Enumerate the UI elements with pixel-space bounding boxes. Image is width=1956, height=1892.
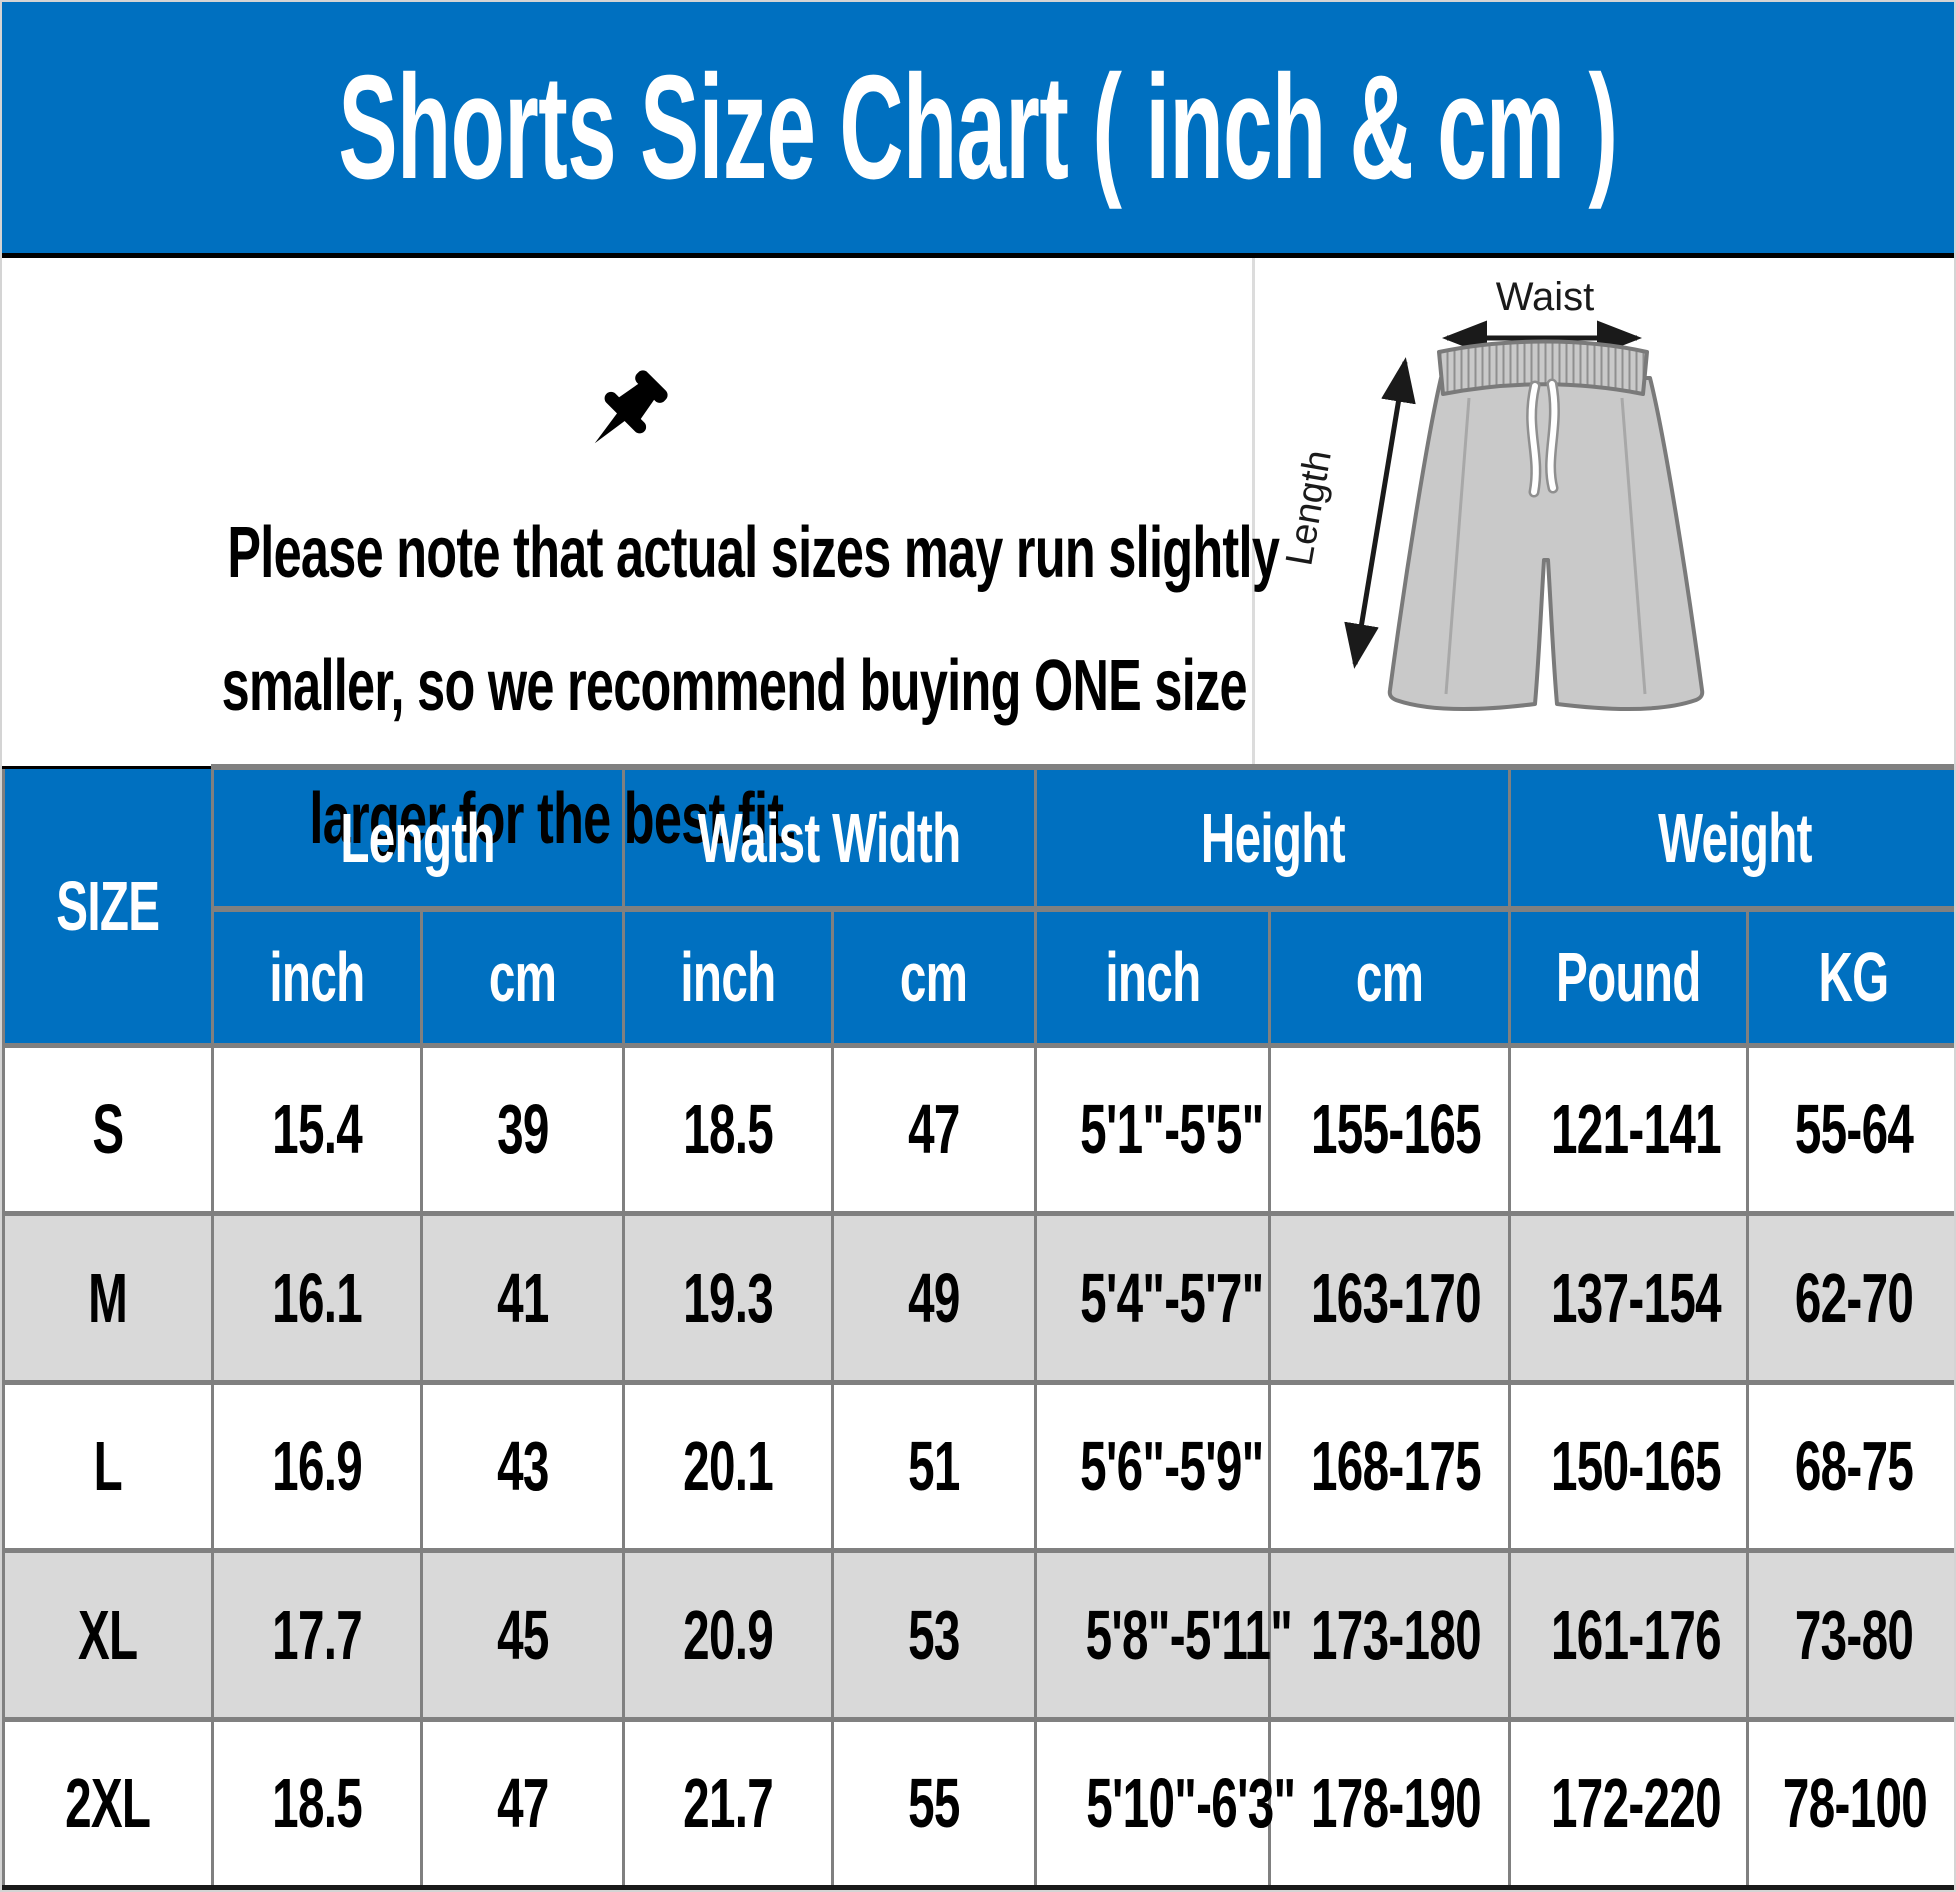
length-label: Length (1278, 447, 1340, 569)
table-cell: 47 (420, 1716, 625, 1890)
table-cell: 39 (420, 1042, 625, 1216)
col-group-weight: Weight (1508, 764, 1954, 911)
table-cell: 20.1 (622, 1379, 834, 1553)
header-row-groups: SIZE Length Waist Width Height Weight (2, 764, 1954, 1047)
table-cell: 155-165 (1267, 1042, 1512, 1216)
table-cell: 47 (831, 1042, 1037, 1216)
waist-label: Waist (1496, 275, 1595, 319)
col-sub-length-inch: inch (211, 906, 423, 1047)
right-seam (1620, 397, 1647, 695)
col-sub-height-inch: inch (1034, 906, 1271, 1047)
row-size-label: XL (2, 1548, 214, 1722)
note-line-2: smaller, so we recommend buying ONE size (221, 646, 1248, 726)
table-cell: 73-80 (1746, 1548, 1954, 1722)
table-cell: 137-154 (1508, 1211, 1750, 1385)
table-row-xl: XL 17.7 45 20.9 53 5'8"-5'11" 173-180 16… (2, 1548, 1954, 1722)
note-section: Please note that actual sizes may run sl… (2, 258, 1280, 859)
table-cell: 21.7 (622, 1716, 834, 1890)
left-seam (1444, 397, 1471, 695)
row-size-label: 2XL (2, 1716, 214, 1890)
table-cell: 49 (831, 1211, 1037, 1385)
size-table: SIZE Length Waist Width Height Weight in… (2, 764, 1954, 1890)
table-cell: 163-170 (1267, 1211, 1512, 1385)
table-cell: 55-64 (1746, 1042, 1954, 1216)
table-cell: 15.4 (211, 1042, 423, 1216)
col-sub-weight-kg: KG (1746, 906, 1954, 1047)
shorts-body (1387, 376, 1705, 712)
table-cell: 5'1"-5'5" (1034, 1042, 1271, 1216)
col-group-length: Length (211, 764, 625, 911)
col-sub-waist-cm: cm (831, 906, 1037, 1047)
table-cell: 18.5 (622, 1042, 834, 1216)
table-cell: 5'4"-5'7" (1034, 1211, 1271, 1385)
row-size-label: L (2, 1379, 214, 1553)
table-cell: 18.5 (211, 1716, 423, 1890)
col-group-waist-width: Waist Width (622, 764, 1037, 911)
table-cell: 121-141 (1508, 1042, 1750, 1216)
shorts-diagram: Waist Length (1255, 258, 1954, 764)
middle-section: Please note that actual sizes may run sl… (2, 258, 1954, 859)
page-title: Shorts Size Chart ( inch & cm ) (338, 44, 1618, 210)
table-cell: 161-176 (1508, 1548, 1750, 1722)
table-cell: 173-180 (1267, 1548, 1512, 1722)
col-sub-height-cm: cm (1267, 906, 1512, 1047)
table-cell: 55 (831, 1716, 1037, 1890)
table-cell: 5'10"-6'3" (1034, 1716, 1296, 1890)
header-row-units: inch cm inch cm inch cm Pound KG (4, 906, 1954, 1047)
note-line-1: Please note that actual sizes may run sl… (2, 354, 1280, 620)
table-row-2xl: 2XL 18.5 47 21.7 55 5'10"-6'3" 178-190 1… (2, 1716, 1954, 1890)
table-cell: 41 (420, 1211, 625, 1385)
table-cell: 5'8"-5'11" (1034, 1548, 1293, 1722)
col-sub-weight-pound: Pound (1508, 906, 1750, 1047)
table-cell: 51 (831, 1379, 1037, 1553)
table-cell: 150-165 (1508, 1379, 1750, 1553)
col-group-height: Height (1033, 764, 1512, 911)
table-cell: 78-100 (1746, 1716, 1954, 1890)
table-cell: 43 (420, 1379, 625, 1553)
table-cell: 62-70 (1746, 1211, 1954, 1385)
table-cell: 178-190 (1267, 1716, 1512, 1890)
table-cell: 168-175 (1267, 1379, 1512, 1553)
col-sub-length-cm: cm (420, 906, 625, 1047)
table-cell: 5'6"-5'9" (1034, 1379, 1271, 1553)
col-sub-waist-inch: inch (622, 906, 834, 1047)
col-header-size: SIZE (2, 765, 214, 1047)
table-cell: 53 (831, 1548, 1037, 1722)
header-banner: Shorts Size Chart ( inch & cm ) (2, 2, 1954, 258)
table-cell: 19.3 (622, 1211, 834, 1385)
table-cell: 172-220 (1508, 1716, 1750, 1890)
table-cell: 20.9 (622, 1548, 834, 1722)
shorts-illustration: Waist Length (1278, 275, 1705, 712)
table-cell: 16.1 (211, 1211, 423, 1385)
table-row-l: L 16.9 43 20.1 51 5'6"-5'9" 168-175 150-… (2, 1379, 1954, 1553)
waistband (1437, 339, 1649, 396)
table-cell: 45 (420, 1548, 625, 1722)
table-row-s: S 15.4 39 18.5 47 5'1"-5'5" 155-165 121-… (2, 1042, 1954, 1216)
table-cell: 16.9 (211, 1379, 423, 1553)
drawstring (1526, 378, 1560, 498)
size-table-section: SIZE Length Waist Width Height Weight in… (2, 764, 1954, 1890)
length-arrow (1344, 357, 1416, 669)
row-size-label: M (2, 1211, 214, 1385)
pushpin-icon (594, 370, 668, 444)
row-size-label: S (2, 1042, 214, 1216)
table-cell: 68-75 (1746, 1379, 1954, 1553)
table-cell: 17.7 (211, 1548, 423, 1722)
table-row-m: M 16.1 41 19.3 49 5'4"-5'7" 163-170 137-… (2, 1211, 1954, 1385)
